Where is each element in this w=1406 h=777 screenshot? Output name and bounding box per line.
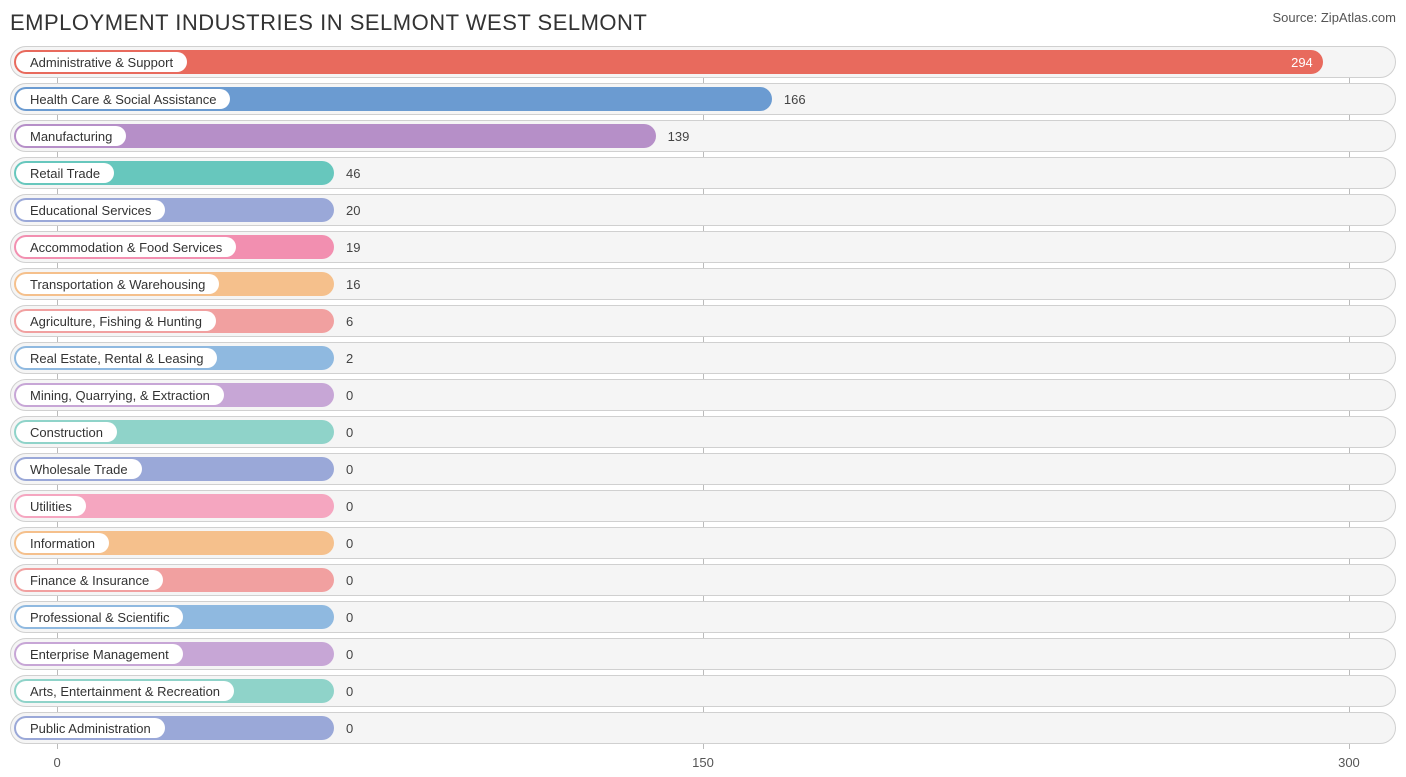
bar-track — [14, 198, 1392, 222]
bars-group: Administrative & Support 294 Health Care &… — [10, 46, 1396, 744]
chart-container: EMPLOYMENT INDUSTRIES IN SELMONT WEST SE… — [10, 10, 1396, 766]
bar-category-label: Health Care & Social Assistance — [16, 89, 230, 109]
bar-track — [14, 346, 1392, 370]
bar-value-label: 0 — [338, 380, 361, 410]
bar-value-label: 0 — [338, 602, 361, 632]
bar-row: Mining, Quarrying, & Extraction 0 — [10, 379, 1396, 411]
bar-category-label: Construction — [16, 422, 117, 442]
bar-category-label: Manufacturing — [16, 126, 126, 146]
x-tick-label: 300 — [1338, 755, 1360, 770]
bar-track — [14, 161, 1392, 185]
bar-value-label: 0 — [338, 676, 361, 706]
plot-area: Administrative & Support 294 Health Care &… — [10, 46, 1396, 777]
bar-row: Educational Services 20 — [10, 194, 1396, 226]
source-prefix: Source: — [1272, 10, 1320, 25]
bar-value-label: 294 — [1283, 47, 1321, 77]
bar-track — [14, 716, 1392, 740]
bar-row: Information 0 — [10, 527, 1396, 559]
bar-value-label: 0 — [338, 417, 361, 447]
bar-track — [14, 457, 1392, 481]
bar-track — [14, 124, 1392, 148]
bar-category-label: Professional & Scientific — [16, 607, 183, 627]
bar-category-label: Transportation & Warehousing — [16, 274, 219, 294]
bar-category-label: Real Estate, Rental & Leasing — [16, 348, 217, 368]
bar-track — [14, 568, 1392, 592]
bar-row: Wholesale Trade 0 — [10, 453, 1396, 485]
bar-value-label: 6 — [338, 306, 361, 336]
bar-row: Accommodation & Food Services 19 — [10, 231, 1396, 263]
bar-row: Real Estate, Rental & Leasing 2 — [10, 342, 1396, 374]
bar-value-label: 46 — [338, 158, 368, 188]
bar-category-label: Mining, Quarrying, & Extraction — [16, 385, 224, 405]
bar-track — [14, 50, 1392, 74]
bar-value-label: 0 — [338, 565, 361, 595]
bar-row: Public Administration 0 — [10, 712, 1396, 744]
bar-category-label: Public Administration — [16, 718, 165, 738]
bar-row: Transportation & Warehousing 16 — [10, 268, 1396, 300]
bar-value-label: 0 — [338, 491, 361, 521]
bar-category-label: Information — [16, 533, 109, 553]
bar-value-label: 139 — [660, 121, 698, 151]
bar-track — [14, 642, 1392, 666]
bar-value-label: 0 — [338, 454, 361, 484]
bar-category-label: Administrative & Support — [16, 52, 187, 72]
bar-value-label: 0 — [338, 528, 361, 558]
bar-value-label: 166 — [776, 84, 814, 114]
bar-row: Enterprise Management 0 — [10, 638, 1396, 670]
bar-category-label: Arts, Entertainment & Recreation — [16, 681, 234, 701]
bar-row: Manufacturing 139 — [10, 120, 1396, 152]
bar-track — [14, 309, 1392, 333]
bar-row: Agriculture, Fishing & Hunting 6 — [10, 305, 1396, 337]
bar-category-label: Utilities — [16, 496, 86, 516]
bar-value-label: 16 — [338, 269, 368, 299]
bar-row: Retail Trade 46 — [10, 157, 1396, 189]
bar-value-label: 0 — [338, 713, 361, 743]
bar-fill — [14, 50, 1323, 74]
x-tick-label: 150 — [692, 755, 714, 770]
bar-track — [14, 272, 1392, 296]
bar-value-label: 19 — [338, 232, 368, 262]
x-axis: 0 150 300 — [10, 749, 1396, 777]
bar-track — [14, 420, 1392, 444]
bar-row: Construction 0 — [10, 416, 1396, 448]
bar-row: Finance & Insurance 0 — [10, 564, 1396, 596]
source-name: ZipAtlas.com — [1321, 10, 1396, 25]
bar-category-label: Educational Services — [16, 200, 165, 220]
bar-row: Health Care & Social Assistance 166 — [10, 83, 1396, 115]
bar-value-label: 0 — [338, 639, 361, 669]
chart-header: EMPLOYMENT INDUSTRIES IN SELMONT WEST SE… — [10, 10, 1396, 36]
source-attribution: Source: ZipAtlas.com — [1272, 10, 1396, 25]
bar-category-label: Enterprise Management — [16, 644, 183, 664]
bar-category-label: Retail Trade — [16, 163, 114, 183]
bar-category-label: Agriculture, Fishing & Hunting — [16, 311, 216, 331]
bar-value-label: 2 — [338, 343, 361, 373]
bar-category-label: Accommodation & Food Services — [16, 237, 236, 257]
bar-row: Administrative & Support 294 — [10, 46, 1396, 78]
bar-track — [14, 494, 1392, 518]
x-tick-label: 0 — [53, 755, 60, 770]
bar-row: Arts, Entertainment & Recreation 0 — [10, 675, 1396, 707]
bar-category-label: Wholesale Trade — [16, 459, 142, 479]
bar-row: Professional & Scientific 0 — [10, 601, 1396, 633]
chart-title: EMPLOYMENT INDUSTRIES IN SELMONT WEST SE… — [10, 10, 647, 36]
bar-value-label: 20 — [338, 195, 368, 225]
bar-track — [14, 605, 1392, 629]
bar-row: Utilities 0 — [10, 490, 1396, 522]
bar-category-label: Finance & Insurance — [16, 570, 163, 590]
bar-track — [14, 531, 1392, 555]
